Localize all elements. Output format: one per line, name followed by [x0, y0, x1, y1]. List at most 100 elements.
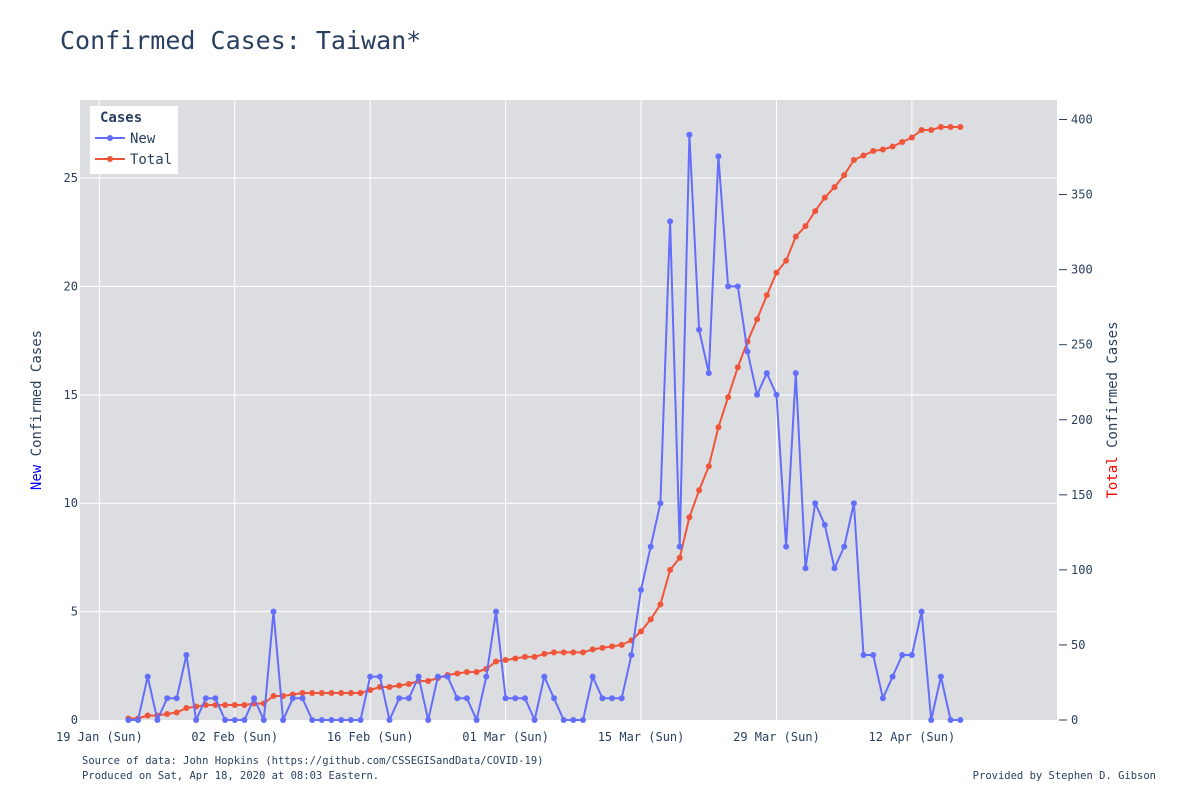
series-new-point	[347, 717, 354, 723]
series-total-point	[657, 601, 664, 608]
series-new-point	[154, 717, 161, 723]
series-total-point	[918, 127, 925, 133]
series-new-point	[309, 717, 316, 723]
y-left-tick-label: 25	[64, 171, 78, 185]
series-total-point	[686, 514, 693, 521]
plot-area	[80, 100, 1057, 720]
series-new-point	[493, 608, 499, 615]
series-new-point	[386, 717, 393, 723]
series-total-point	[725, 394, 732, 401]
series-total-point	[609, 643, 615, 650]
series-new-point	[241, 717, 248, 723]
series-new-point	[638, 586, 644, 593]
series-new-point	[589, 673, 596, 680]
series-total-point	[493, 658, 499, 665]
series-total-point	[367, 687, 374, 693]
series-total-point	[502, 657, 509, 663]
y-left-tick-label: 5	[71, 605, 78, 619]
series-total-point	[696, 487, 703, 494]
series-new-point	[183, 652, 190, 658]
series-total-point	[667, 566, 674, 573]
series-new-point	[696, 326, 703, 333]
series-total-point	[647, 616, 654, 623]
series-total-point	[570, 649, 577, 656]
series-new-point	[821, 521, 828, 528]
series-new-point	[860, 652, 867, 658]
legend-total-label: Total	[130, 152, 172, 168]
series-new-point	[850, 500, 857, 507]
y-right-title-rest: Confirmed Cases	[1105, 321, 1121, 456]
series-new-point	[802, 565, 809, 572]
series-new-point	[270, 608, 277, 615]
series-total-point	[754, 316, 761, 323]
series-total-point	[763, 292, 770, 299]
series-total-point	[715, 424, 722, 431]
series-new-point	[792, 370, 799, 377]
series-new-point	[338, 717, 345, 723]
series-total-point	[164, 711, 171, 717]
legend-box	[90, 106, 178, 174]
series-new-point	[454, 695, 461, 702]
y-right-tick-label: 100	[1071, 563, 1093, 577]
series-total-point	[638, 628, 644, 635]
series-new-point	[531, 717, 538, 723]
y-left-tick-label: 20	[64, 279, 78, 293]
y-left-title-highlight: New	[29, 464, 45, 490]
series-new-point	[202, 695, 209, 702]
series-total-point	[347, 690, 354, 696]
series-total-point	[908, 134, 915, 141]
series-total-point	[879, 146, 886, 153]
series-new-point	[609, 695, 615, 702]
series-new-point	[744, 348, 751, 355]
series-new-point	[937, 673, 944, 680]
series-total-point	[889, 143, 896, 150]
series-total-point	[773, 269, 780, 276]
series-total-point	[850, 157, 857, 163]
x-tick-label: 16 Feb (Sun)	[327, 730, 414, 744]
series-new-point	[715, 153, 722, 160]
y-right-tick-label: 400	[1071, 113, 1093, 127]
series-total-point	[405, 681, 412, 687]
x-tick-label: 01 Mar (Sun)	[462, 730, 549, 744]
series-new-point	[618, 695, 625, 702]
series-new-point	[280, 717, 287, 723]
x-tick-label: 02 Feb (Sun)	[191, 730, 278, 744]
series-total-point	[560, 649, 567, 656]
series-new-point	[318, 717, 325, 723]
series-new-point	[705, 370, 712, 377]
series-new-point	[725, 283, 732, 290]
series-total-point	[173, 709, 180, 716]
series-new-point	[686, 131, 693, 138]
series-new-point	[434, 673, 441, 680]
series-total-point	[463, 669, 470, 675]
series-total-point	[531, 653, 538, 660]
x-tick-label: 19 Jan (Sun)	[56, 730, 143, 744]
series-total-point	[860, 152, 867, 159]
y-left-tick-label: 10	[64, 496, 78, 510]
series-total-point	[937, 124, 944, 130]
series-total-point	[270, 693, 277, 699]
series-new-point	[879, 695, 886, 702]
series-total-point	[676, 554, 683, 561]
series-new-point	[222, 717, 229, 723]
legend-total-marker	[107, 156, 113, 162]
x-tick-label: 29 Mar (Sun)	[733, 730, 820, 744]
series-total-point	[841, 172, 848, 179]
series-total-point	[599, 644, 606, 651]
series-new-point	[164, 695, 171, 702]
y-left-tick-label: 0	[71, 713, 78, 727]
series-new-point	[599, 695, 606, 702]
series-new-point	[193, 717, 200, 723]
y-right-tick-label: 50	[1071, 638, 1085, 652]
y-right-tick-label: 200	[1071, 413, 1093, 427]
series-new-point	[957, 717, 964, 723]
series-new-point	[144, 673, 151, 680]
series-total-point	[947, 124, 954, 130]
series-new-point	[212, 695, 219, 702]
series-new-point	[947, 717, 954, 723]
series-new-point	[299, 695, 306, 702]
series-new-point	[173, 695, 180, 702]
series-new-point	[463, 695, 470, 702]
